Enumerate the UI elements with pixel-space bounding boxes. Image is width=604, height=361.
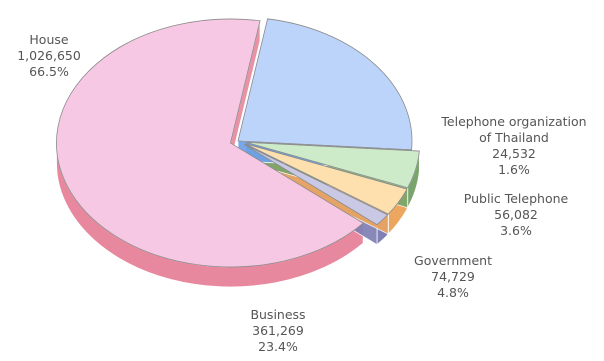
- label-telephone-organization-name-1: Telephone organization: [441, 114, 587, 129]
- label-business-name: Business: [250, 307, 306, 322]
- label-telephone-organization-name-2: of Thailand: [479, 130, 549, 145]
- label-house-value: 1,026,650: [17, 48, 81, 63]
- label-telephone-organization: Telephone organization of Thailand 24,53…: [424, 114, 604, 178]
- label-telephone-organization-value: 24,532: [492, 146, 536, 161]
- label-public-telephone-value: 56,082: [494, 207, 538, 222]
- slice-house: [56, 18, 364, 268]
- label-government-name: Government: [414, 253, 492, 268]
- label-house-name: House: [29, 32, 69, 47]
- slice-government: [245, 141, 420, 189]
- label-government-percent: 4.8%: [437, 285, 469, 300]
- label-public-telephone: Public Telephone 56,082 3.6%: [446, 191, 586, 239]
- label-house-percent: 66.5%: [29, 64, 69, 79]
- label-house: House 1,026,650 66.5%: [0, 32, 98, 80]
- pie-top-group: [56, 18, 420, 268]
- label-government-value: 74,729: [431, 269, 475, 284]
- label-government: Government 74,729 4.8%: [398, 253, 508, 301]
- label-telephone-organization-percent: 1.6%: [498, 162, 530, 177]
- label-business-value: 361,269: [252, 323, 304, 338]
- slice-public-telephone: [244, 143, 408, 215]
- label-public-telephone-name: Public Telephone: [463, 191, 569, 206]
- label-public-telephone-percent: 3.6%: [500, 223, 532, 238]
- slice-business: [237, 18, 413, 151]
- label-business-percent: 23.4%: [258, 339, 298, 354]
- slice-telephone-organization: [244, 144, 389, 226]
- label-business: Business 361,269 23.4%: [228, 307, 328, 355]
